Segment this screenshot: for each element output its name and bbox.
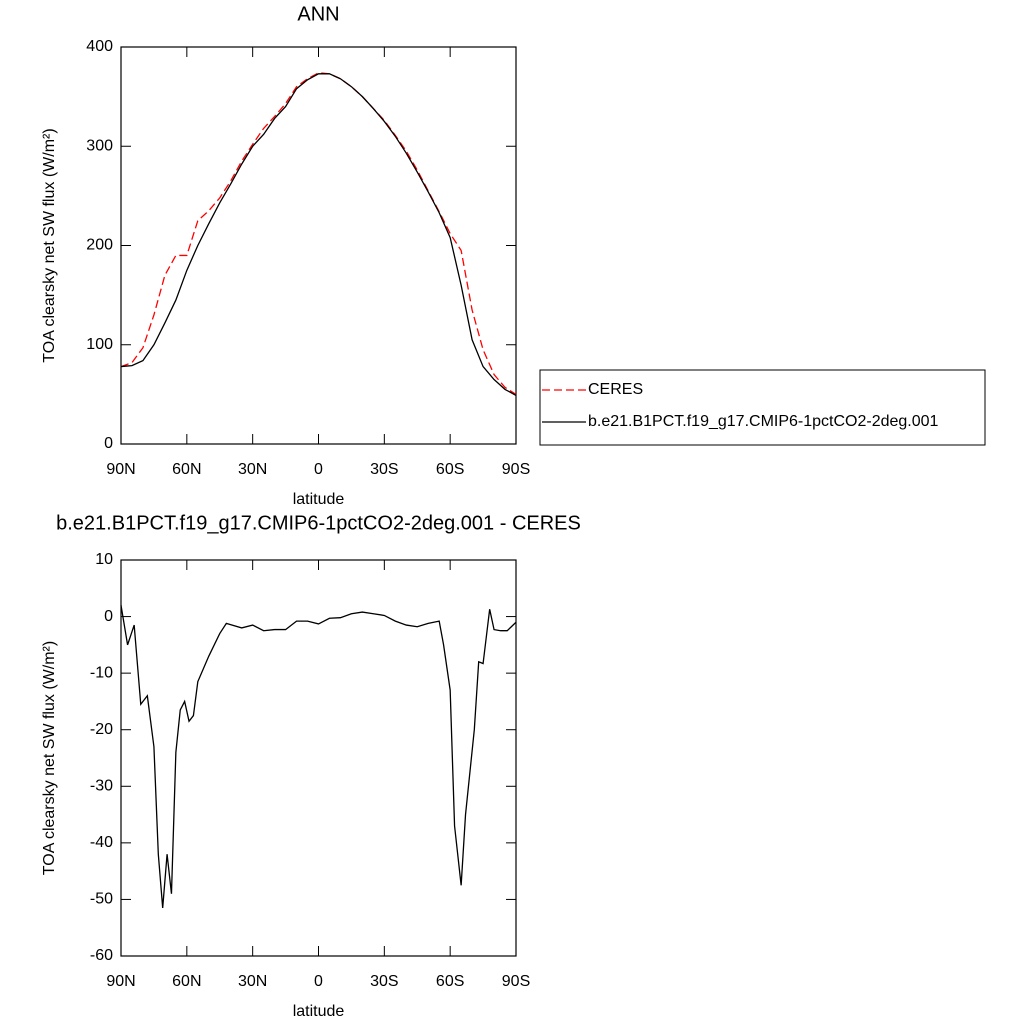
plot-frame: [120, 559, 517, 957]
x-tick-label: 90N: [106, 461, 135, 478]
series-line: [120, 73, 517, 396]
y-axis-label: TOA clearsky net SW flux (W/m²): [41, 641, 58, 875]
x-tick-label: 0: [314, 461, 323, 478]
x-axis-label: latitude: [293, 1003, 345, 1020]
chart-title: ANN: [297, 3, 339, 25]
x-tick-label: 90N: [106, 973, 135, 990]
x-tick-label: 60S: [436, 461, 464, 478]
y-tick-label: 0: [104, 608, 113, 625]
series-line: [120, 72, 517, 395]
x-tick-label: 30S: [370, 973, 398, 990]
y-tick-label: 200: [86, 237, 113, 254]
y-tick-label: -30: [90, 778, 113, 795]
x-tick-label: 30N: [238, 461, 267, 478]
y-tick-label: -60: [90, 947, 113, 964]
x-tick-label: 60S: [436, 973, 464, 990]
y-tick-label: -10: [90, 664, 113, 681]
x-tick-label: 90S: [502, 973, 530, 990]
y-tick-label: -50: [90, 891, 113, 908]
x-axis-label: latitude: [293, 491, 345, 508]
plot-frame: [120, 46, 517, 445]
y-tick-label: 10: [95, 551, 113, 568]
y-tick-label: 0: [104, 435, 113, 452]
chart-title: b.e21.B1PCT.f19_g17.CMIP6-1pctCO2-2deg.0…: [56, 512, 581, 534]
x-tick-label: 60N: [172, 461, 201, 478]
x-tick-label: 30N: [238, 973, 267, 990]
x-tick-label: 0: [314, 973, 323, 990]
legend-box: [539, 369, 986, 446]
y-tick-label: -40: [90, 834, 113, 851]
series-line: [120, 605, 517, 908]
x-tick-label: 30S: [370, 461, 398, 478]
y-tick-label: 300: [86, 137, 113, 154]
legend-label: b.e21.B1PCT.f19_g17.CMIP6-1pctCO2-2deg.0…: [588, 413, 939, 430]
x-tick-label: 60N: [172, 973, 201, 990]
y-tick-label: 100: [86, 336, 113, 353]
x-tick-label: 90S: [502, 461, 530, 478]
y-tick-label: 400: [86, 38, 113, 55]
legend-label: CERES: [588, 381, 643, 398]
y-axis-label: TOA clearsky net SW flux (W/m²): [41, 128, 58, 362]
y-tick-label: -20: [90, 721, 113, 738]
